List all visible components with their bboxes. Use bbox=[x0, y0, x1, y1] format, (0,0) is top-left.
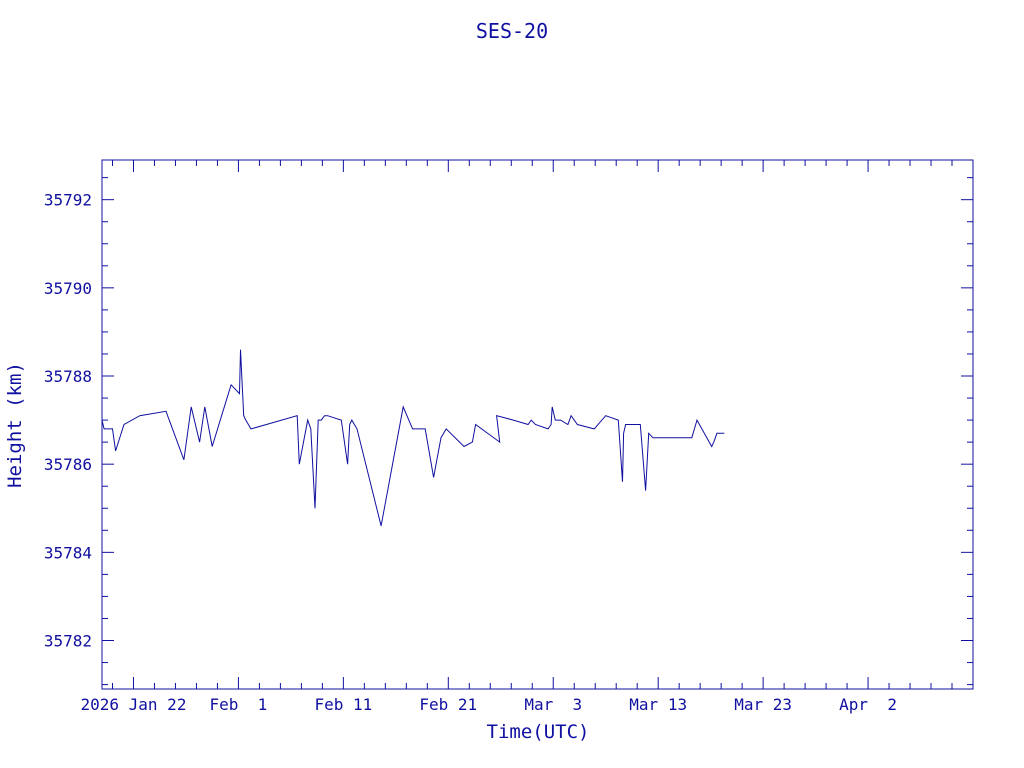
x-tick-label: Feb 1 bbox=[210, 695, 268, 714]
y-axis-ticks: 35782 35784 35786 35788 35790 35792 bbox=[44, 177, 973, 686]
x-axis-label: Time(UTC) bbox=[487, 721, 590, 743]
y-tick-label: 35782 bbox=[44, 632, 92, 651]
y-tick-label: 35788 bbox=[44, 367, 92, 386]
x-tick-label: 2026 Jan 22 bbox=[80, 695, 186, 714]
plot-frame bbox=[101, 159, 974, 690]
x-axis-ticks: 2026 Jan 22 Feb 1 Feb 11 Feb 21 Mar 3 Mar 13 M… bbox=[80, 160, 974, 714]
y-axis-label: Height (km) bbox=[4, 362, 26, 488]
chart-title: SES-20 bbox=[476, 19, 548, 43]
x-tick-label: Apr 2 bbox=[839, 695, 897, 714]
x-tick-label: Mar 13 bbox=[629, 695, 687, 714]
x-tick-label: Feb 11 bbox=[314, 695, 372, 714]
y-tick-label: 35784 bbox=[44, 543, 92, 562]
x-tick-label: Mar 23 bbox=[734, 695, 792, 714]
y-tick-label: 35790 bbox=[44, 279, 92, 298]
series-line bbox=[101, 349, 725, 527]
x-tick-label: Feb 21 bbox=[419, 695, 477, 714]
x-tick-label: Mar 3 bbox=[524, 695, 582, 714]
y-tick-label: 35786 bbox=[44, 455, 92, 474]
y-tick-label: 35792 bbox=[44, 191, 92, 210]
